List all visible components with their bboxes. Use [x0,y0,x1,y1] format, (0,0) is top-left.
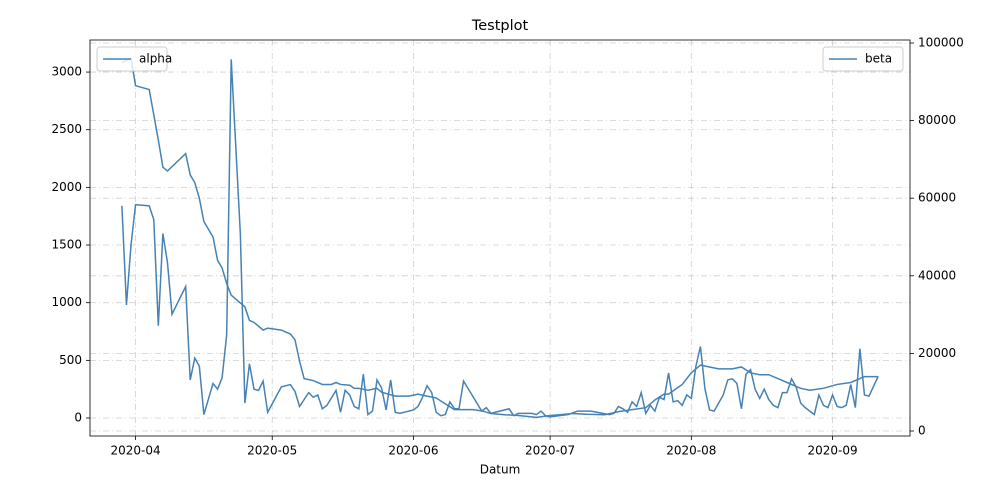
y-tick-label: 0 [74,411,82,425]
y-tick-label: 500 [59,353,82,367]
x-tick-label: 2020-05 [247,444,297,458]
y2-tick-label: 0 [918,423,926,437]
y-tick-label: 2000 [51,180,82,194]
plot-frame [89,39,911,437]
y-tick-label: 1000 [51,295,82,309]
x-axis-label: Datum [480,463,521,477]
y2-tick-label: 40000 [918,268,956,282]
x-tick-label: 2020-09 [807,444,857,458]
series-line [121,57,879,419]
y-tick-label: 3000 [51,65,82,79]
y2-tick-label: 100000 [918,35,964,49]
y2-tick-label: 80000 [918,113,956,127]
x-tick-label: 2020-08 [666,444,716,458]
legend: beta [822,46,904,72]
y-tick-label: 2500 [51,122,82,136]
legend-label: alpha [139,52,172,66]
series-line [121,59,879,418]
y2-tick-label: 20000 [918,346,956,360]
chart-title: Testplot [471,18,529,34]
legend-box [96,46,168,72]
legend: alpha [96,46,172,72]
y2-tick-label: 60000 [918,191,956,205]
legend-box [822,46,904,72]
x-tick-label: 2020-06 [388,444,438,458]
x-tick-label: 2020-04 [110,444,160,458]
legend-label: beta [865,52,892,66]
x-tick-label: 2020-07 [525,444,575,458]
y-tick-label: 1500 [51,238,82,252]
